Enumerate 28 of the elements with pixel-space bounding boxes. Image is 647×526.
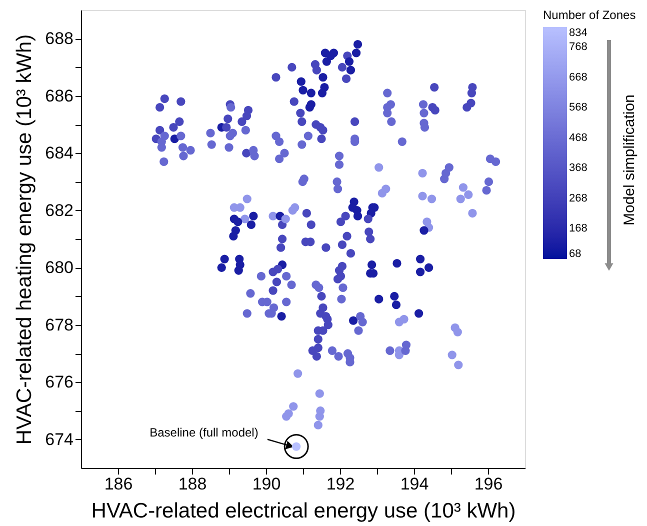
x-tick-label: 190 — [252, 474, 281, 494]
x-axis-title: HVAC-related electrical energy use (10³ kWh) — [91, 500, 516, 522]
x-tick-label: 188 — [178, 474, 207, 494]
color-bar-title: Number of Zones — [543, 8, 636, 22]
annotation: Baseline (full model) — [150, 426, 258, 440]
color-bar-label: 68 — [569, 248, 582, 260]
y-tick-label: 678 — [45, 315, 74, 334]
color-bar-label: 768 — [569, 40, 588, 53]
color-bar-label: 834 — [569, 27, 588, 39]
y-tick-label: 684 — [45, 144, 74, 163]
color-bar-label: 368 — [569, 162, 588, 174]
y-tick-label: 674 — [45, 430, 74, 449]
text: Model simplification — [621, 94, 638, 226]
y-tick-label: 686 — [45, 86, 74, 106]
y-tick-label: 688 — [45, 29, 74, 48]
x-tick-label: 186 — [104, 474, 133, 494]
color-bar-label: 168 — [569, 222, 588, 235]
y-tick-label: 680 — [45, 258, 74, 278]
color-bar-label: 268 — [569, 192, 588, 204]
x-tick-label: 194 — [400, 474, 429, 494]
color-bar-label: 668 — [569, 71, 588, 84]
color-bar-label: 568 — [569, 102, 588, 114]
y-tick-label: 676 — [45, 372, 74, 392]
color-bar-label: 468 — [569, 132, 588, 144]
y-axis-title: HVAC-related heating energy use (10³ kWh) — [13, 34, 36, 445]
y-tick-label: 682 — [45, 200, 74, 220]
x-tick-label: 196 — [474, 474, 503, 494]
x-tick-label: 192 — [326, 474, 355, 494]
